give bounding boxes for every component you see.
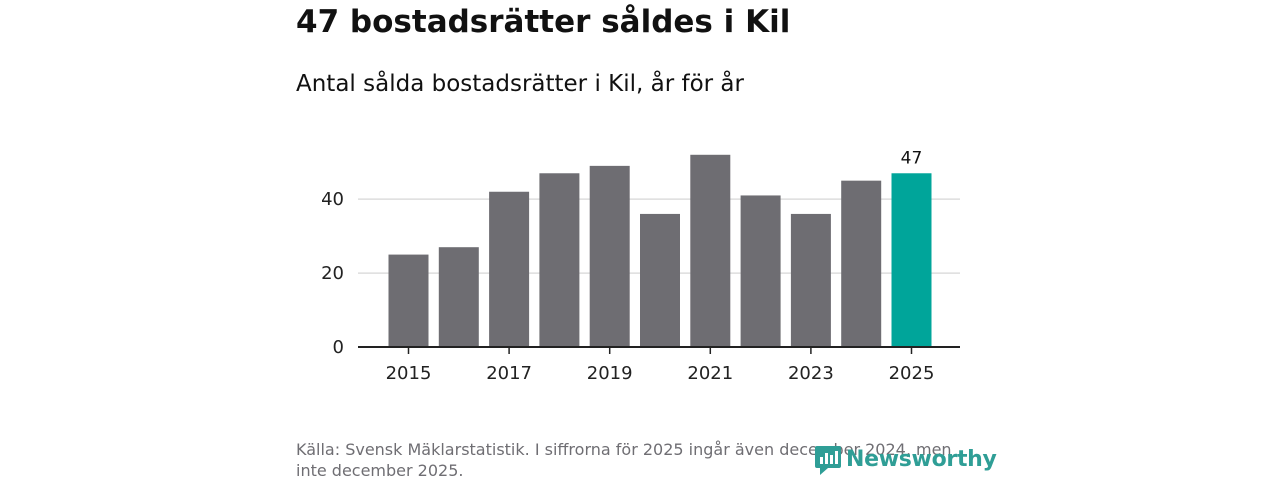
page-title: 47 bostadsrätter såldes i Kil <box>296 4 791 40</box>
brand-name: Newsworthy <box>846 447 997 472</box>
chart-subtitle: Antal sålda bostadsrätter i Kil, år för … <box>296 71 744 97</box>
bar-2015 <box>388 254 429 347</box>
x-tick-label: 2017 <box>486 363 532 384</box>
y-tick-label: 20 <box>321 263 344 284</box>
bar-2018 <box>539 173 580 347</box>
bar-2024 <box>841 180 882 347</box>
x-tick-label: 2019 <box>587 363 633 384</box>
bar-2019 <box>589 165 630 347</box>
bar-2025 <box>891 173 932 347</box>
bar-2022 <box>740 195 781 347</box>
bar-2023 <box>790 213 831 347</box>
bar-2021 <box>690 154 731 347</box>
x-tick-label: 2025 <box>889 363 935 384</box>
bar-2020 <box>640 213 680 347</box>
x-tick-label: 2023 <box>788 363 834 384</box>
bar-chart-speech-bubble-icon <box>815 446 841 475</box>
bar-2016 <box>438 247 479 347</box>
x-tick-label: 2015 <box>386 363 432 384</box>
bars <box>388 154 932 347</box>
y-tick-label: 0 <box>333 337 344 358</box>
labels: 0 20 40 2015 2017 2019 2021 2023 2025 47 <box>321 148 934 384</box>
data-label-2025: 47 <box>901 148 923 168</box>
bar-chart: 0 20 40 2015 2017 2019 2021 2023 2025 47 <box>321 148 960 384</box>
axes <box>358 346 960 354</box>
bar-2017 <box>489 191 530 347</box>
y-tick-label: 40 <box>321 189 344 210</box>
x-tick-label: 2021 <box>687 363 733 384</box>
newsworthy-logo: Newsworthy <box>814 444 997 476</box>
source-note: Källa: Svensk Mäklarstatistik. I siffror… <box>296 440 952 480</box>
